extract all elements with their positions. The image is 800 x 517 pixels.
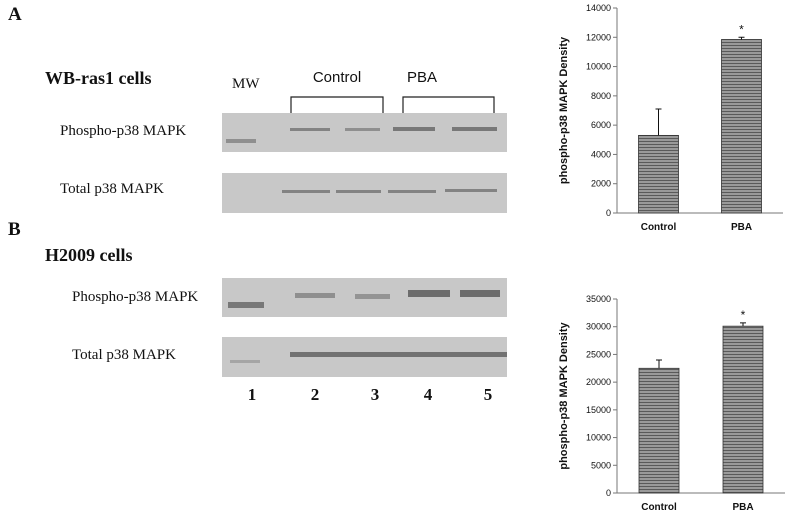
x-tick-label: Control (641, 222, 677, 233)
lane-number: 3 (371, 385, 380, 404)
y-tick-label: 15000 (586, 405, 611, 415)
y-tick-label: 30000 (586, 322, 611, 332)
error-bar (656, 359, 662, 369)
y-tick-label: 25000 (586, 349, 611, 359)
lane-number: 1 (248, 385, 257, 404)
row-label: Phospho-p38 MAPK (72, 289, 198, 305)
group-label: PBA (407, 69, 437, 86)
y-tick-label: 0 (606, 488, 611, 498)
y-tick-label: 14000 (586, 3, 611, 13)
blot (222, 278, 507, 317)
significance: * (741, 308, 746, 322)
y-tick-label: 0 (606, 208, 611, 218)
significance: * (739, 22, 744, 36)
y-tick-label: 5000 (591, 460, 611, 470)
row-label: Total p38 MAPK (72, 347, 176, 363)
blot (222, 337, 507, 377)
panel-label: B (8, 219, 21, 240)
bar (638, 367, 680, 494)
bar (638, 134, 679, 214)
x-tick-label: Control (641, 502, 677, 513)
lane-number: 2 (311, 385, 320, 404)
y-axis-label: phospho-p38 MAPK Density (558, 321, 570, 469)
error-bar (740, 322, 746, 327)
y-tick-label: 35000 (586, 294, 611, 304)
cell-line: H2009 cells (45, 245, 133, 265)
row-label: Phospho-p38 MAPK (60, 123, 186, 139)
x-tick-label: PBA (731, 222, 752, 233)
mw-label: MW (232, 76, 260, 92)
error-bar (738, 36, 745, 40)
group-label: Control (313, 69, 361, 86)
y-tick-label: 10000 (586, 433, 611, 443)
bracket (402, 96, 495, 113)
row-label: Total p38 MAPK (60, 181, 164, 197)
bar (722, 325, 764, 494)
y-tick-label: 12000 (586, 32, 611, 42)
blot (222, 113, 507, 152)
bar (721, 39, 762, 214)
cell-line: WB-ras1 cells (45, 68, 151, 88)
blot (222, 173, 507, 213)
y-tick-label: 4000 (591, 149, 611, 159)
y-tick-label: 10000 (586, 62, 611, 72)
y-tick-label: 6000 (591, 120, 611, 130)
bracket (290, 96, 384, 113)
y-tick-label: 2000 (591, 179, 611, 189)
lane-number: 5 (484, 385, 493, 404)
error-bar (655, 108, 662, 136)
y-tick-label: 8000 (591, 91, 611, 101)
lane-number: 4 (424, 385, 433, 404)
panel-label: A (8, 4, 22, 25)
y-axis-label: phospho-p38 MAPK Density (558, 36, 570, 184)
y-tick-label: 20000 (586, 377, 611, 387)
x-tick-label: PBA (732, 502, 753, 513)
